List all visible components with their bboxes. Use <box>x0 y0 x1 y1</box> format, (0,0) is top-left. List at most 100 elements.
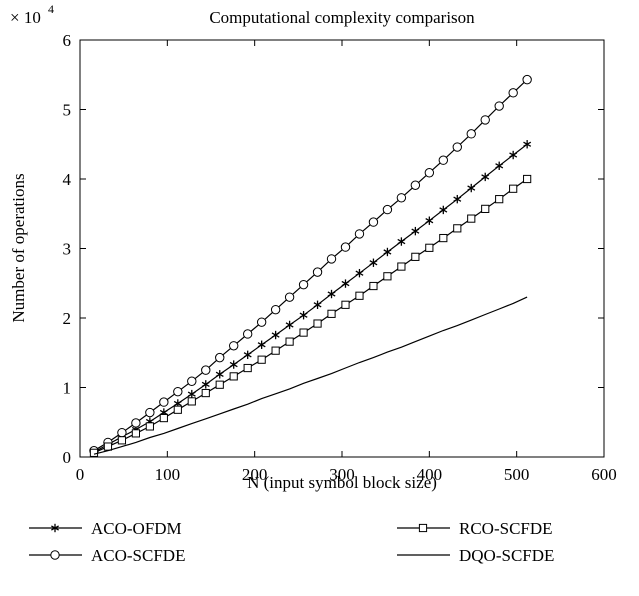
data-point <box>424 168 435 178</box>
data-point <box>368 217 379 227</box>
data-point <box>523 174 532 184</box>
data-point <box>369 258 378 267</box>
data-point <box>467 183 476 193</box>
data-point <box>285 320 294 330</box>
y-tick-label: 1 <box>63 379 72 398</box>
data-point <box>145 407 155 418</box>
y-tick-label: 6 <box>63 31 72 50</box>
data-point <box>285 337 294 346</box>
data-point <box>397 262 406 271</box>
data-point <box>467 214 476 223</box>
data-point <box>327 289 336 299</box>
data-point <box>201 388 210 398</box>
y-multiplier-exponent: 4 <box>48 2 54 16</box>
data-point <box>452 142 462 152</box>
data-point <box>50 550 60 560</box>
data-point <box>243 363 252 373</box>
data-point <box>418 523 428 533</box>
data-point <box>145 422 154 431</box>
data-point <box>383 247 392 257</box>
series-aco-ofdm <box>89 140 532 457</box>
series-dqo-scfde <box>93 296 528 455</box>
data-point <box>257 340 266 349</box>
series-aco-scfde <box>89 74 532 456</box>
data-point <box>326 254 337 264</box>
series-line <box>93 178 528 454</box>
data-point <box>522 74 532 85</box>
data-point <box>369 281 378 291</box>
data-point <box>256 317 267 327</box>
data-point <box>257 355 266 364</box>
data-point <box>411 252 420 261</box>
data-point <box>173 386 183 397</box>
data-point <box>495 195 504 204</box>
data-point <box>453 224 462 233</box>
data-point <box>299 328 308 337</box>
data-point <box>523 140 532 149</box>
data-point <box>270 304 281 315</box>
data-point <box>453 194 462 204</box>
data-point <box>89 448 99 457</box>
data-point <box>201 365 211 375</box>
data-point <box>425 216 434 225</box>
data-point <box>131 429 140 438</box>
data-point <box>481 172 490 182</box>
data-point <box>396 193 407 203</box>
x-tick-label: 0 <box>76 465 85 484</box>
data-point <box>313 300 322 309</box>
data-point <box>509 184 518 193</box>
data-point <box>355 291 364 300</box>
data-point <box>410 180 421 190</box>
data-point <box>312 267 323 277</box>
y-tick-label: 4 <box>63 170 72 189</box>
data-point <box>313 319 322 328</box>
data-point <box>271 330 280 340</box>
legend-item: RCO-SCFDE <box>397 519 553 538</box>
data-point <box>299 311 308 320</box>
data-point <box>117 427 127 438</box>
legend-label: ACO-OFDM <box>91 519 182 538</box>
data-point <box>340 242 351 252</box>
legend-item: ACO-OFDM <box>29 519 182 538</box>
data-point <box>159 413 168 423</box>
data-point <box>494 101 504 111</box>
data-point <box>215 370 224 379</box>
series-line <box>93 296 528 455</box>
data-point <box>215 352 225 363</box>
data-point <box>397 237 406 246</box>
x-tick-label: 600 <box>591 465 617 484</box>
data-point <box>481 204 490 213</box>
data-point <box>438 155 449 165</box>
y-tick-label: 0 <box>63 448 72 467</box>
data-point <box>411 226 420 236</box>
data-point <box>187 397 196 406</box>
data-point <box>341 300 350 309</box>
data-point <box>103 442 113 451</box>
data-point <box>495 161 504 170</box>
data-point <box>242 329 253 339</box>
data-point <box>354 229 365 239</box>
axes: 0 100 200 300 400 500 600 0 1 2 3 4 5 6 <box>63 31 617 484</box>
data-point <box>327 309 336 318</box>
legend: ACO-OFDM ACO-SCFDE RCO-SCFDE DQO-SCFDE <box>29 519 554 565</box>
data-point <box>508 88 518 98</box>
data-point <box>509 150 518 160</box>
x-tick-label: 500 <box>504 465 530 484</box>
data-point <box>271 346 280 355</box>
data-point <box>229 341 239 351</box>
legend-label: ACO-SCFDE <box>91 546 185 565</box>
y-tick-label: 3 <box>63 240 72 259</box>
data-point <box>284 292 295 302</box>
legend-label: DQO-SCFDE <box>459 546 554 565</box>
y-multiplier-base: × 10 <box>10 8 41 27</box>
data-point <box>341 279 350 288</box>
data-point <box>229 372 238 381</box>
y-tick-label: 5 <box>63 101 72 120</box>
y-tick-label: 2 <box>63 309 72 328</box>
data-point <box>425 243 434 252</box>
data-point <box>187 376 197 386</box>
series-line <box>93 79 528 452</box>
data-point <box>187 389 196 399</box>
data-point <box>51 523 59 533</box>
